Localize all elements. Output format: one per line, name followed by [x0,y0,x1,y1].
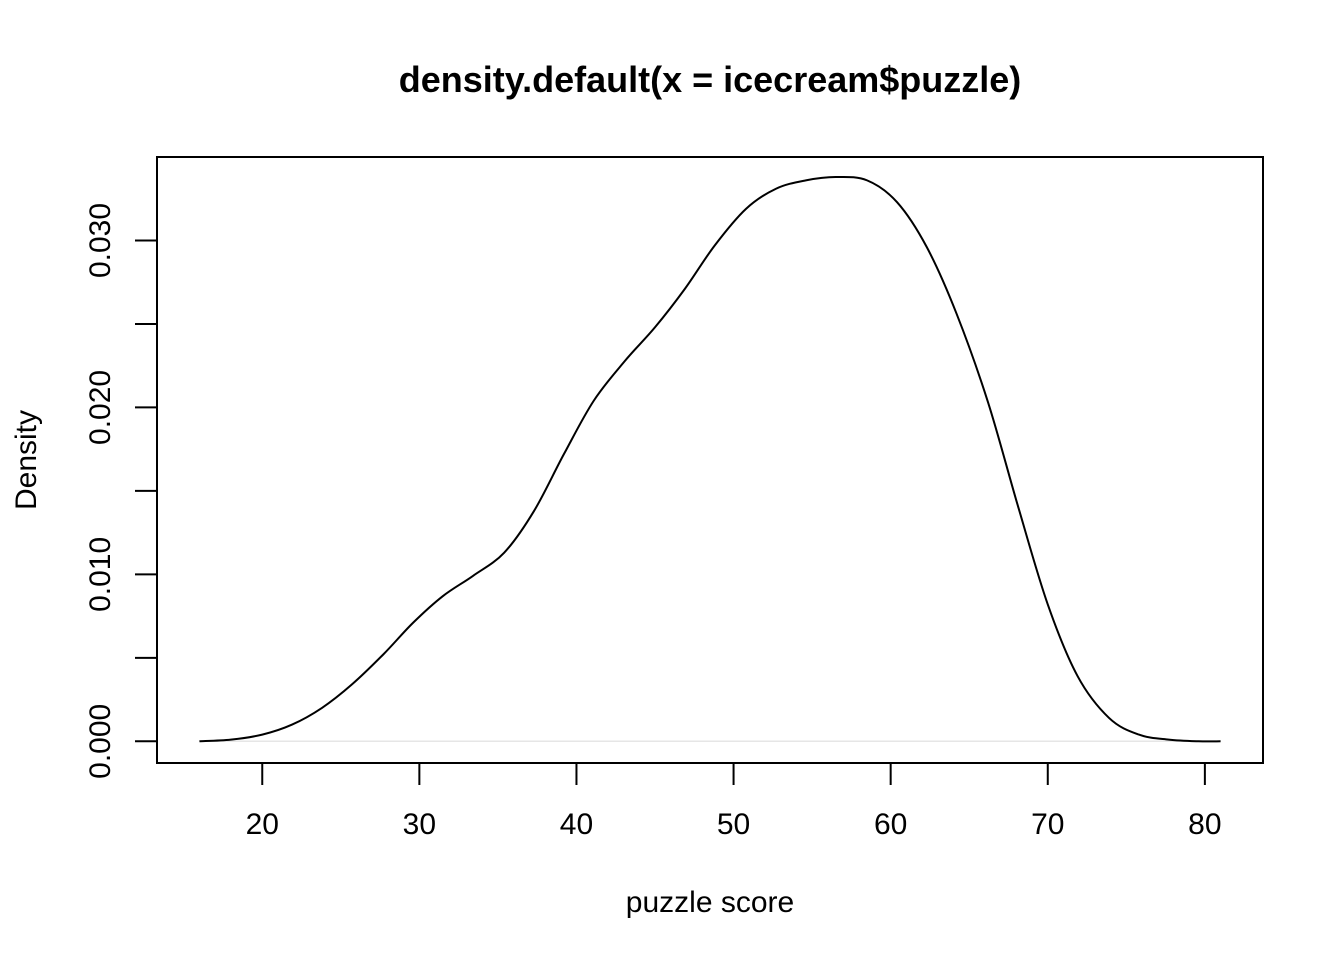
y-axis: 0.000 0.010 0.020 0.030 [84,203,158,779]
x-axis-title: puzzle score [626,886,794,919]
x-tick-label: 30 [403,808,436,841]
y-tick-label: 0.030 [84,203,117,278]
x-tick-label: 40 [560,808,593,841]
density-curve-layer [199,175,1221,743]
x-tick-label: 50 [717,808,750,841]
plot-frame [156,156,1264,764]
density-curve [199,175,1221,743]
x-tick-label: 70 [1031,808,1064,841]
y-tick-label: 0.020 [84,370,117,445]
chart-title: density.default(x = icecream$puzzle) [399,59,1022,100]
x-tick-label: 80 [1188,808,1221,841]
y-tick-label: 0.000 [84,704,117,779]
x-tick-label: 20 [246,808,279,841]
x-axis: 20 30 40 50 60 70 80 [246,762,1222,841]
y-axis-title: Density [10,410,43,510]
x-tick-label: 60 [874,808,907,841]
y-tick-label: 0.010 [84,537,117,612]
